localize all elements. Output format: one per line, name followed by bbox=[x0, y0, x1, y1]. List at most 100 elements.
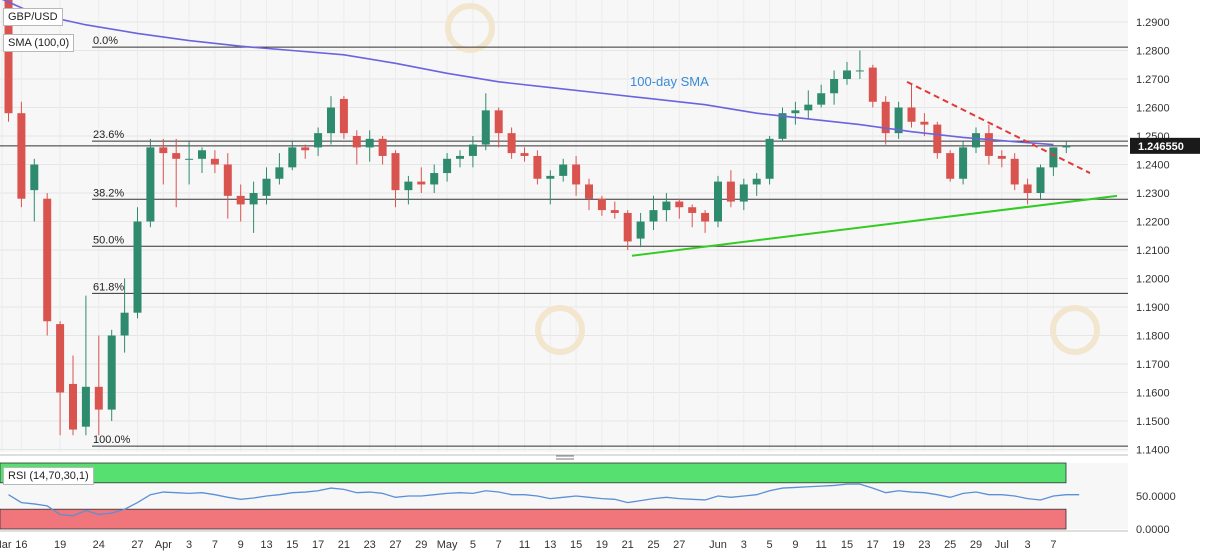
candle-body bbox=[198, 150, 206, 159]
date-tick-label: 9 bbox=[238, 539, 244, 551]
price-tick-label: 1.2000 bbox=[1136, 274, 1170, 286]
date-tick-label: 15 bbox=[286, 539, 298, 551]
candle-body bbox=[662, 201, 671, 211]
date-tick-label: 5 bbox=[767, 539, 773, 551]
last-price-tag bbox=[1130, 137, 1200, 154]
candle-body bbox=[94, 386, 103, 410]
price-axis-background bbox=[1128, 0, 1207, 555]
candle-body bbox=[481, 110, 490, 145]
price-tick-label: 1.1600 bbox=[1136, 388, 1170, 400]
date-tick-label: 7 bbox=[1050, 539, 1056, 551]
price-tick-label: 1.1800 bbox=[1136, 331, 1170, 343]
sma-line bbox=[1, 0, 1054, 146]
rsi-legend: RSI (14,70,30,1) bbox=[3, 467, 94, 485]
candle-body bbox=[817, 93, 826, 105]
candle-body bbox=[907, 107, 916, 122]
candle-body bbox=[533, 155, 542, 179]
symbol-legend: GBP/USD bbox=[3, 8, 63, 26]
candle-body bbox=[17, 113, 26, 199]
candle-body bbox=[739, 184, 748, 202]
candle-body bbox=[352, 136, 361, 148]
candle-body bbox=[56, 324, 65, 393]
fib-level-label: 61.8% bbox=[93, 281, 124, 293]
candle-body bbox=[559, 164, 568, 176]
candle-body bbox=[391, 153, 400, 191]
candle-body bbox=[610, 210, 619, 213]
candle-body bbox=[804, 104, 813, 111]
fib-level-label: 0.0% bbox=[93, 35, 118, 47]
date-tick-label: Jul bbox=[995, 539, 1009, 551]
date-tick-label: 3 bbox=[186, 539, 192, 551]
candle-body bbox=[81, 386, 90, 427]
candle-body bbox=[972, 133, 980, 148]
sma-indicator-label: SMA (100,0) bbox=[8, 37, 70, 49]
date-tick-label: 16 bbox=[15, 539, 27, 551]
candle-body bbox=[843, 70, 851, 79]
candle-body bbox=[572, 164, 581, 185]
candle-body bbox=[236, 195, 245, 205]
candle-body bbox=[4, 0, 13, 114]
candle-body bbox=[43, 198, 52, 322]
resistance-trendline bbox=[906, 80, 1091, 174]
candle-body bbox=[520, 153, 529, 156]
fib-level-label: 23.6% bbox=[93, 129, 124, 141]
candle-body bbox=[881, 101, 890, 134]
candle-body bbox=[365, 138, 374, 148]
date-tick-label: 21 bbox=[338, 539, 350, 551]
date-tick-label: 29 bbox=[415, 539, 427, 551]
candle-body bbox=[172, 153, 181, 159]
candle-body bbox=[249, 193, 258, 205]
date-tick-label: 15 bbox=[570, 539, 582, 551]
candle-body bbox=[623, 212, 632, 242]
price-tick-label: 1.1400 bbox=[1136, 445, 1170, 457]
candle-body bbox=[69, 383, 77, 430]
candle-body bbox=[30, 164, 39, 191]
date-tick-label: 3 bbox=[1025, 539, 1031, 551]
rsi-indicator-label: RSI (14,70,30,1) bbox=[8, 470, 89, 482]
candle-body bbox=[597, 198, 606, 211]
candle-body bbox=[868, 67, 877, 102]
candle-body bbox=[636, 221, 645, 239]
date-tick-label: 7 bbox=[496, 539, 502, 551]
date-tick-label: 24 bbox=[93, 539, 105, 551]
watermark-logo-icon bbox=[1050, 305, 1100, 355]
candle-body bbox=[404, 181, 413, 191]
date-tick-label: 11 bbox=[519, 539, 530, 551]
price-tick-label: 1.2100 bbox=[1136, 245, 1170, 257]
candle-body bbox=[275, 167, 284, 179]
candle-body bbox=[675, 201, 684, 208]
last-price-label: 1.246550 bbox=[1138, 141, 1184, 153]
fib-level-label: 100.0% bbox=[93, 434, 131, 446]
date-tick-label: 17 bbox=[312, 539, 324, 551]
candle-body bbox=[1036, 167, 1045, 193]
rsi-tick-label: 0.0000 bbox=[1136, 524, 1170, 536]
candle-body bbox=[223, 164, 232, 196]
date-tick-label: 25 bbox=[944, 539, 956, 551]
date-tick-label: Jun bbox=[709, 539, 727, 551]
candle-body bbox=[185, 158, 194, 160]
date-tick-label: 9 bbox=[792, 539, 798, 551]
date-tick-label: Mar bbox=[0, 539, 12, 551]
date-tick-label: 15 bbox=[841, 539, 853, 551]
date-tick-label: 29 bbox=[970, 539, 982, 551]
date-tick-label: 19 bbox=[596, 539, 608, 551]
price-tick-label: 1.2200 bbox=[1136, 217, 1170, 229]
candle-body bbox=[1049, 147, 1058, 168]
price-tick-label: 1.1900 bbox=[1136, 302, 1170, 314]
date-tick-label: Apr bbox=[155, 539, 172, 551]
candle-body bbox=[507, 133, 516, 154]
price-tick-label: 1.2300 bbox=[1136, 188, 1170, 200]
price-tick-label: 1.2700 bbox=[1136, 74, 1170, 86]
candle-body bbox=[688, 207, 697, 213]
date-tick-label: 19 bbox=[892, 539, 904, 551]
candle-body bbox=[649, 210, 658, 222]
candle-body bbox=[1010, 158, 1019, 185]
rsi-oversold-zone bbox=[0, 508, 1067, 530]
candle-body bbox=[752, 178, 761, 185]
candle-body bbox=[714, 181, 722, 222]
date-tick-label: 25 bbox=[647, 539, 659, 551]
candle-body bbox=[133, 221, 142, 313]
rsi-overbought-zone bbox=[0, 462, 1067, 484]
candle-body bbox=[778, 113, 787, 139]
